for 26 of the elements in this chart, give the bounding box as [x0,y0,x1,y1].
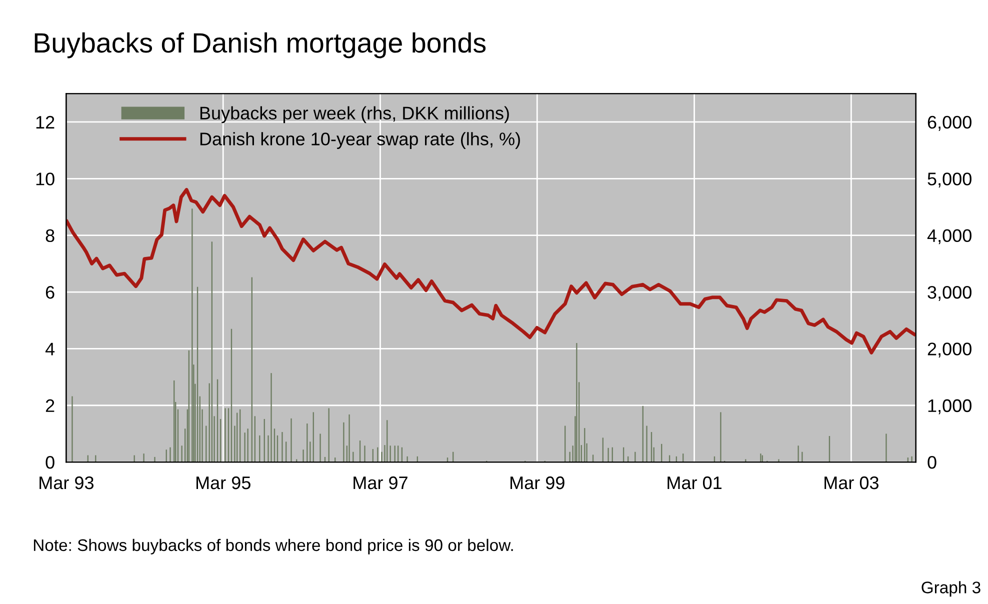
x-tick-label: Mar 95 [196,476,250,490]
x-tick-label: Mar 93 [40,476,94,490]
x-tick-label: Mar 97 [354,476,408,490]
text: Note: Shows buybacks of bonds where bond price is 90 or below. [34,538,513,554]
y2-tick-label: 3,000 [928,286,972,301]
caption: Graph 3 [922,581,980,597]
y2-tick-label: 6,000 [928,116,972,131]
legend-label: Buybacks per week (rhs, DKK millions) [200,106,509,124]
y-tick-label: 0 [46,456,54,469]
y-tick-label: 4 [45,342,55,356]
y-tick-label: 6 [46,286,54,299]
y-tick-label: 10 [36,172,54,186]
y-tick-label: 8 [46,229,54,242]
y2-tick-label: 5,000 [928,172,972,188]
line-series [66,188,916,354]
x-tick-label: Mar 03 [824,476,878,490]
y2-tick-label: 0 [928,456,936,469]
y2-tick-label: 2,000 [928,342,972,358]
x-tick-label: Mar 99 [510,476,564,490]
y2-tick-label: 1,000 [928,399,972,414]
x-tick-label: Mar 01 [668,476,722,490]
legend-label: Danish krone 10-year swap rate (lhs, %) [200,132,520,149]
chart-title: Buybacks of Danish mortgage bonds [34,32,486,58]
y-tick-label: 2 [46,399,54,412]
y-tick-label: 12 [36,116,54,129]
y2-tick-label: 4,000 [927,229,972,244]
